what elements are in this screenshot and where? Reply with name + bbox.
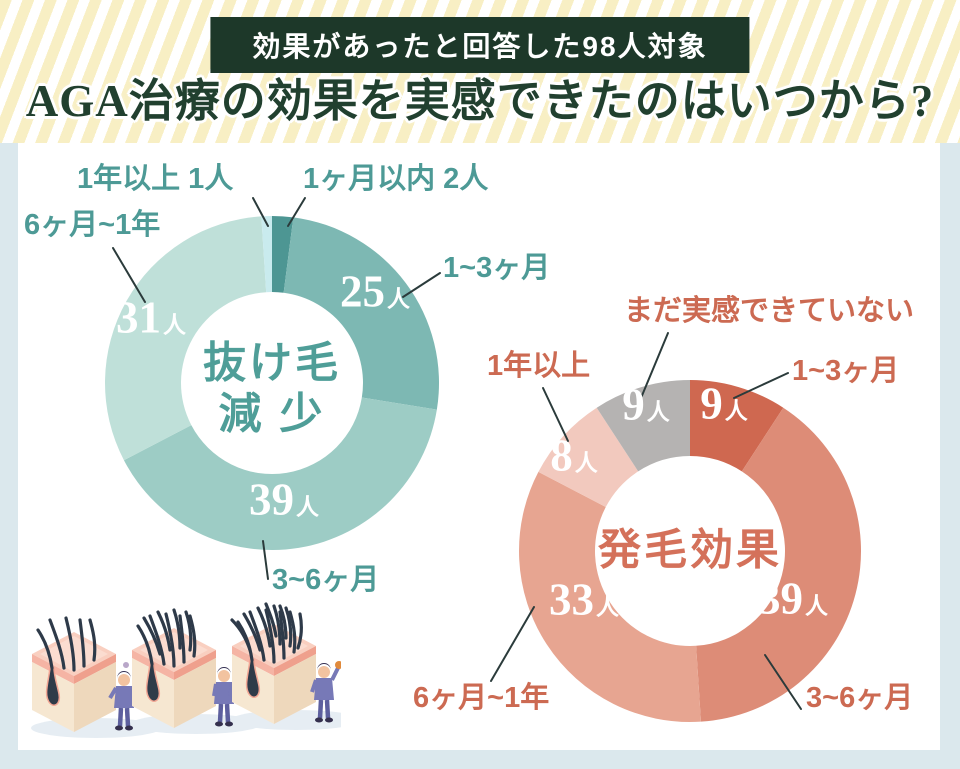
scalp-block-full-hairs: [229, 602, 341, 732]
slice-value-6m-1y-right: 33人: [549, 574, 619, 625]
slice-value-3-6m-left: 39人: [249, 474, 319, 525]
scalp-hair-growth-illustration: [29, 602, 341, 740]
callout-not-yet: まだ実感できていない: [624, 295, 915, 327]
callout-3-6m-right: 3~6ヶ月: [806, 682, 914, 714]
callout-3-6m-left: 3~6ヶ月: [272, 564, 380, 596]
slice-value-1-3m-left: 25人: [340, 266, 410, 317]
header-badge: 効果があったと回答した98人対象: [210, 17, 750, 73]
callout-1-3m-right: 1~3ヶ月: [792, 355, 900, 387]
callout-over-1-year-right: 1年以上: [487, 350, 591, 382]
slice-value-6m-1y-left: 31人: [116, 292, 186, 343]
right-chart-center-title: 発毛効果: [598, 526, 782, 575]
slice-value-1-3m-right: 9人: [700, 378, 748, 429]
callout-6m-1y-right: 6ヶ月~1年: [413, 682, 550, 714]
callout-over-1-year-left: 1年以上 1人: [77, 163, 234, 195]
page-title: AGA治療の効果を実感できたのはいつから?: [25, 76, 935, 126]
slice-value-over-1-year-right: 8人: [550, 430, 598, 481]
slice-value-3-6m-right: 39人: [758, 573, 828, 624]
slice-value-not-yet: 9人: [622, 379, 670, 430]
callout-6m-1y-left: 6ヶ月~1年: [24, 209, 161, 241]
callout-1-3m-left: 1~3ヶ月: [443, 252, 551, 284]
left-chart-center-title: 抜け毛 減 少: [203, 339, 341, 438]
callout-within-1-month: 1ヶ月以内 2人: [303, 163, 489, 195]
scalp-block-more-hairs: [129, 608, 263, 736]
